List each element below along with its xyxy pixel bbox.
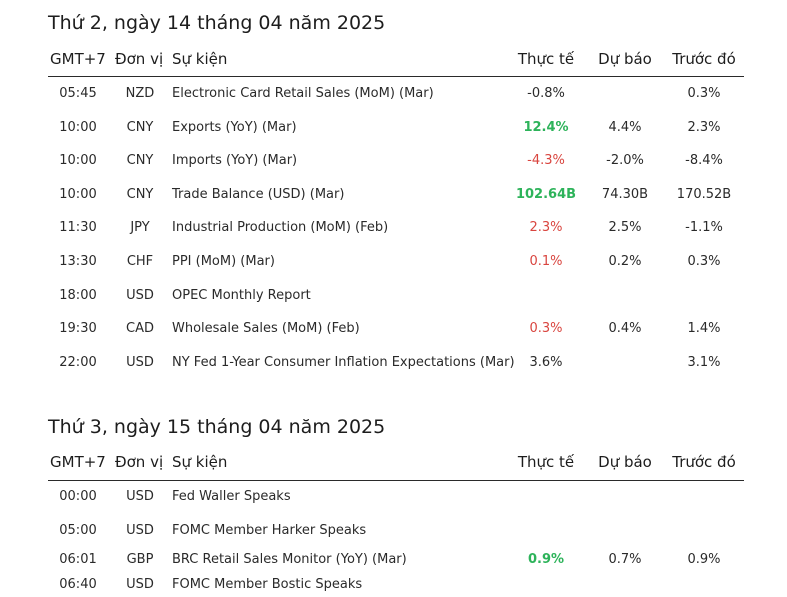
event-currency: USD [126, 489, 154, 504]
event-name[interactable]: Fed Waller Speaks [172, 489, 291, 504]
event-previous: 0.3% [687, 86, 721, 101]
event-actual: 0.1% [529, 254, 563, 269]
header-actual: Thực tế [517, 453, 575, 471]
event-time: 10:00 [59, 120, 97, 135]
event-previous: 0.3% [687, 254, 721, 269]
table-row[interactable]: 06:40 USD FOMC Member Bostic Speaks [0, 577, 787, 597]
event-previous: 170.52B [676, 187, 732, 202]
event-name[interactable]: OPEC Monthly Report [172, 288, 311, 303]
event-name[interactable]: Electronic Card Retail Sales (MoM) (Mar) [172, 86, 434, 101]
header-event: Sự kiện [172, 453, 228, 471]
table-row[interactable]: 10:00 CNY Imports (YoY) (Mar) -4.3% -2.0… [0, 153, 787, 173]
event-name[interactable]: Imports (YoY) (Mar) [172, 153, 298, 168]
event-time: 05:45 [59, 86, 97, 101]
event-currency: CAD [126, 321, 154, 336]
event-currency: JPY [130, 220, 150, 235]
event-name[interactable]: Trade Balance (USD) (Mar) [172, 187, 345, 202]
table-row[interactable]: 05:45 NZD Electronic Card Retail Sales (… [0, 86, 787, 106]
header-event: Sự kiện [172, 50, 228, 68]
table-row[interactable]: 19:30 CAD Wholesale Sales (MoM) (Feb) 0.… [0, 321, 787, 341]
header-time: GMT+7 [50, 453, 106, 471]
event-actual: 0.9% [527, 552, 565, 567]
table-row[interactable]: 06:01 GBP BRC Retail Sales Monitor (YoY)… [0, 552, 787, 572]
event-time: 06:40 [59, 577, 97, 592]
event-previous: -1.1% [685, 220, 723, 235]
event-forecast: 0.2% [608, 254, 642, 269]
event-currency: CHF [126, 254, 154, 269]
event-actual: 3.6% [529, 355, 563, 370]
event-previous: 2.3% [687, 120, 721, 135]
event-time: 10:00 [59, 153, 97, 168]
event-currency: NZD [125, 86, 155, 101]
day-title: Thứ 2, ngày 14 tháng 04 năm 2025 [48, 12, 386, 34]
event-time: 22:00 [59, 355, 97, 370]
header-currency: Đơn vị [115, 453, 164, 471]
table-row[interactable]: 00:00 USD Fed Waller Speaks [0, 489, 787, 509]
event-currency: CNY [126, 187, 154, 202]
table-row[interactable]: 22:00 USD NY Fed 1-Year Consumer Inflati… [0, 355, 787, 375]
header-previous: Trước đó [672, 453, 736, 471]
event-forecast: -2.0% [606, 153, 644, 168]
event-name[interactable]: FOMC Member Harker Speaks [172, 523, 367, 538]
event-currency: CNY [126, 153, 154, 168]
event-time: 00:00 [59, 489, 97, 504]
event-time: 13:30 [59, 254, 97, 269]
event-currency: USD [126, 288, 154, 303]
event-forecast: 2.5% [608, 220, 642, 235]
event-actual: 102.64B [515, 187, 577, 202]
header-actual: Thực tế [517, 50, 575, 68]
event-previous: 3.1% [687, 355, 721, 370]
event-time: 19:30 [59, 321, 97, 336]
event-time: 11:30 [59, 220, 97, 235]
event-actual: 2.3% [529, 220, 563, 235]
table-row[interactable]: 05:00 USD FOMC Member Harker Speaks [0, 523, 787, 543]
table-row[interactable]: 10:00 CNY Trade Balance (USD) (Mar) 102.… [0, 187, 787, 207]
event-actual: 0.3% [529, 321, 563, 336]
event-name[interactable]: Exports (YoY) (Mar) [172, 120, 297, 135]
event-name[interactable]: Industrial Production (MoM) (Feb) [172, 220, 389, 235]
day-title: Thứ 3, ngày 15 tháng 04 năm 2025 [48, 416, 386, 438]
event-forecast: 4.4% [608, 120, 642, 135]
table-header: GMT+7 Đơn vị Sự kiện Thực tế Dự báo Trướ… [0, 50, 787, 74]
event-currency: USD [126, 355, 154, 370]
header-divider [48, 76, 744, 77]
event-previous: 1.4% [687, 321, 721, 336]
event-name[interactable]: NY Fed 1-Year Consumer Inflation Expecta… [172, 355, 515, 370]
event-currency: CNY [126, 120, 154, 135]
event-time: 10:00 [59, 187, 97, 202]
event-currency: GBP [126, 552, 154, 567]
event-currency: USD [126, 577, 154, 592]
event-forecast: 74.30B [601, 187, 649, 202]
event-time: 18:00 [59, 288, 97, 303]
header-forecast: Dự báo [598, 50, 652, 68]
table-row[interactable]: 18:00 USD OPEC Monthly Report [0, 288, 787, 308]
event-name[interactable]: PPI (MoM) (Mar) [172, 254, 275, 269]
table-row[interactable]: 13:30 CHF PPI (MoM) (Mar) 0.1% 0.2% 0.3% [0, 254, 787, 274]
event-actual: -4.3% [527, 153, 565, 168]
event-time: 06:01 [59, 552, 97, 567]
table-header: GMT+7 Đơn vị Sự kiện Thực tế Dự báo Trướ… [0, 453, 787, 477]
event-actual: 12.4% [523, 120, 569, 135]
header-currency: Đơn vị [115, 50, 164, 68]
event-forecast: 0.4% [608, 321, 642, 336]
event-currency: USD [126, 523, 154, 538]
event-time: 05:00 [59, 523, 97, 538]
event-previous: -8.4% [685, 153, 723, 168]
event-name[interactable]: BRC Retail Sales Monitor (YoY) (Mar) [172, 552, 407, 567]
header-divider [48, 480, 744, 481]
event-previous: 0.9% [687, 552, 721, 567]
header-previous: Trước đó [672, 50, 736, 68]
header-forecast: Dự báo [598, 453, 652, 471]
event-actual: -0.8% [527, 86, 565, 101]
event-name[interactable]: Wholesale Sales (MoM) (Feb) [172, 321, 360, 336]
table-row[interactable]: 10:00 CNY Exports (YoY) (Mar) 12.4% 4.4%… [0, 120, 787, 140]
event-forecast: 0.7% [608, 552, 642, 567]
event-name[interactable]: FOMC Member Bostic Speaks [172, 577, 363, 592]
table-row[interactable]: 11:30 JPY Industrial Production (MoM) (F… [0, 220, 787, 240]
header-time: GMT+7 [50, 50, 106, 68]
